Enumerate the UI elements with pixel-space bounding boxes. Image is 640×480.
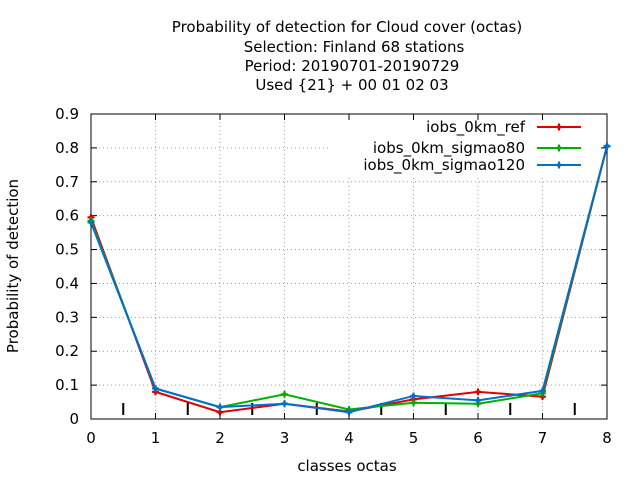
x-tick-label: 1 [151, 429, 161, 447]
y-tick-label: 0.8 [55, 139, 79, 157]
x-tick-label: 6 [473, 429, 483, 447]
legend-marker-dot [556, 124, 562, 130]
x-tick-label: 8 [602, 429, 612, 447]
data-point-dot [217, 404, 223, 410]
x-tick-label: 2 [215, 429, 225, 447]
series-iobs_0km_sigmao120 [87, 142, 611, 416]
y-tick-label: 0 [69, 410, 79, 428]
y-tick-label: 0.9 [55, 105, 79, 123]
y-tick-label: 0.5 [55, 241, 79, 259]
data-point-dot [88, 220, 94, 225]
y-tick-label: 0.7 [55, 173, 79, 191]
data-point-dot [282, 401, 287, 406]
title-line-2: Selection: Finland 68 stations [244, 38, 465, 56]
legend-marker-dot [556, 162, 562, 168]
title-line-3: Period: 20190701-20190729 [245, 57, 460, 75]
data-point-dot [540, 388, 545, 394]
x-tick-label: 3 [280, 429, 290, 447]
y-tick-label: 0.4 [55, 274, 79, 292]
x-tick-label: 7 [538, 429, 548, 447]
y-axis-ticks: 0 0.1 0.2 0.3 0.4 0.5 0.6 0.7 0.8 0.9 [55, 105, 607, 428]
data-point-dot [604, 143, 610, 149]
legend-marker-dot [556, 145, 562, 151]
data-point-dot [282, 392, 287, 397]
x-axis-ticks: 0 1 2 3 4 5 6 7 8 [86, 114, 612, 447]
data-point-dot [411, 400, 416, 405]
data-point-dot [411, 393, 416, 399]
legend-item: iobs_0km_sigmao120 [363, 156, 581, 175]
data-point-dot [153, 386, 158, 391]
legend-label: iobs_0km_sigmao80 [373, 139, 525, 158]
legend-label: iobs_0km_sigmao120 [363, 156, 525, 175]
y-tick-label: 0.2 [55, 342, 79, 360]
bottom-markers [122, 403, 576, 415]
y-tick-label: 0.6 [55, 207, 79, 225]
data-point-dot [346, 410, 352, 415]
x-axis-label: classes octas [297, 457, 397, 475]
chart-title: Probability of detection for Cloud cover… [172, 18, 522, 94]
legend-label: iobs_0km_ref [426, 118, 526, 137]
legend: iobs_0km_ref iobs_0km_sigmao80iobs_0km_si… [363, 118, 581, 175]
y-tick-label: 0.3 [55, 308, 79, 326]
series-iobs_0km_sigmao80 [87, 142, 611, 414]
grid-lines [91, 114, 607, 419]
x-tick-label: 5 [409, 429, 419, 447]
x-tick-label: 4 [344, 429, 354, 447]
y-tick-label: 0.1 [55, 376, 79, 394]
data-point-dot [475, 398, 481, 403]
title-line-1: Probability of detection for Cloud cover… [172, 18, 522, 36]
series-lines [87, 142, 611, 416]
legend-item: iobs_0km_sigmao80 [373, 139, 581, 158]
x-tick-label: 0 [86, 429, 96, 447]
y-axis-label: Probability of detection [4, 179, 22, 353]
data-point-dot [217, 410, 223, 415]
data-point-dot [475, 389, 481, 395]
title-line-4: Used {21} + 00 01 02 03 [255, 76, 448, 94]
legend-item: iobs_0km_ref [426, 118, 581, 137]
